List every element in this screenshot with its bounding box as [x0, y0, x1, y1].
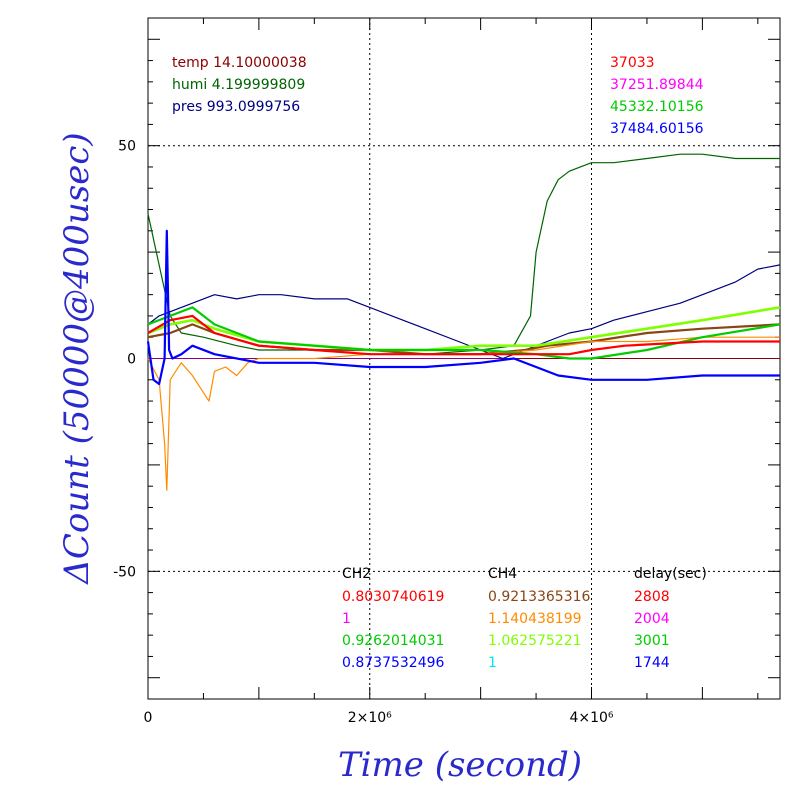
env-annotation: temp 14.10000038 [172, 55, 307, 71]
table-cell: 2808 [634, 589, 670, 605]
table-cell: 1 [488, 655, 497, 671]
table-cell: 3001 [634, 633, 670, 649]
table-header: CH2 [342, 566, 371, 582]
series-layer [146, 153, 781, 491]
table-cell: 1 [342, 611, 351, 627]
series-line-6 [147, 314, 780, 356]
table-cell: 1744 [634, 655, 670, 671]
table-header: delay(sec) [634, 566, 707, 582]
y-tick-label: 50 [118, 139, 136, 155]
y-tick-label: -50 [113, 564, 136, 580]
tick-labels: 0 2×10⁶ 4×10⁶ -50 0 50 [113, 139, 614, 726]
corner-annotation: 45332.10156 [610, 99, 704, 115]
table-cell: 0.8030740619 [342, 589, 444, 605]
table-cell: 0.9213365316 [488, 589, 591, 605]
y-tick-label: 0 [127, 352, 136, 368]
table-cell: 1.062575221 [488, 633, 582, 649]
x-tick-label: 0 [144, 710, 153, 726]
corner-annotation: 37484.60156 [610, 121, 704, 137]
series-line-5 [147, 306, 781, 360]
corner-annotation: 37033 [610, 55, 655, 71]
table-cell: 0.9262014031 [342, 633, 444, 649]
x-axis-title: Time (second) [338, 745, 582, 785]
corner-annotation: 37251.89844 [610, 77, 704, 93]
env-annotation: humi 4.199999809 [172, 77, 305, 93]
table-cell: 2004 [634, 611, 670, 627]
coefficient-table: CH2 CH4 delay(sec) 0.8030740619 0.9213365316… [342, 566, 707, 671]
series-line-0 [147, 153, 780, 355]
table-header: CH4 [488, 566, 517, 582]
table-cell: 1.140438199 [488, 611, 582, 627]
series-line-3 [147, 336, 780, 491]
axis-ticks [147, 17, 780, 699]
y-axis-title: ΔCount (50000@400usec) [57, 132, 97, 585]
table-cell: 0.8737532496 [342, 655, 445, 671]
annotations: temp 14.10000038 humi 4.199999809 pres 993… [172, 55, 704, 137]
x-tick-label: 2×10⁶ [348, 710, 392, 726]
x-tick-label: 4×10⁶ [569, 710, 613, 726]
series-line-7 [146, 229, 780, 386]
env-annotation: pres 993.0999756 [172, 99, 300, 115]
series-line-1 [147, 264, 781, 360]
